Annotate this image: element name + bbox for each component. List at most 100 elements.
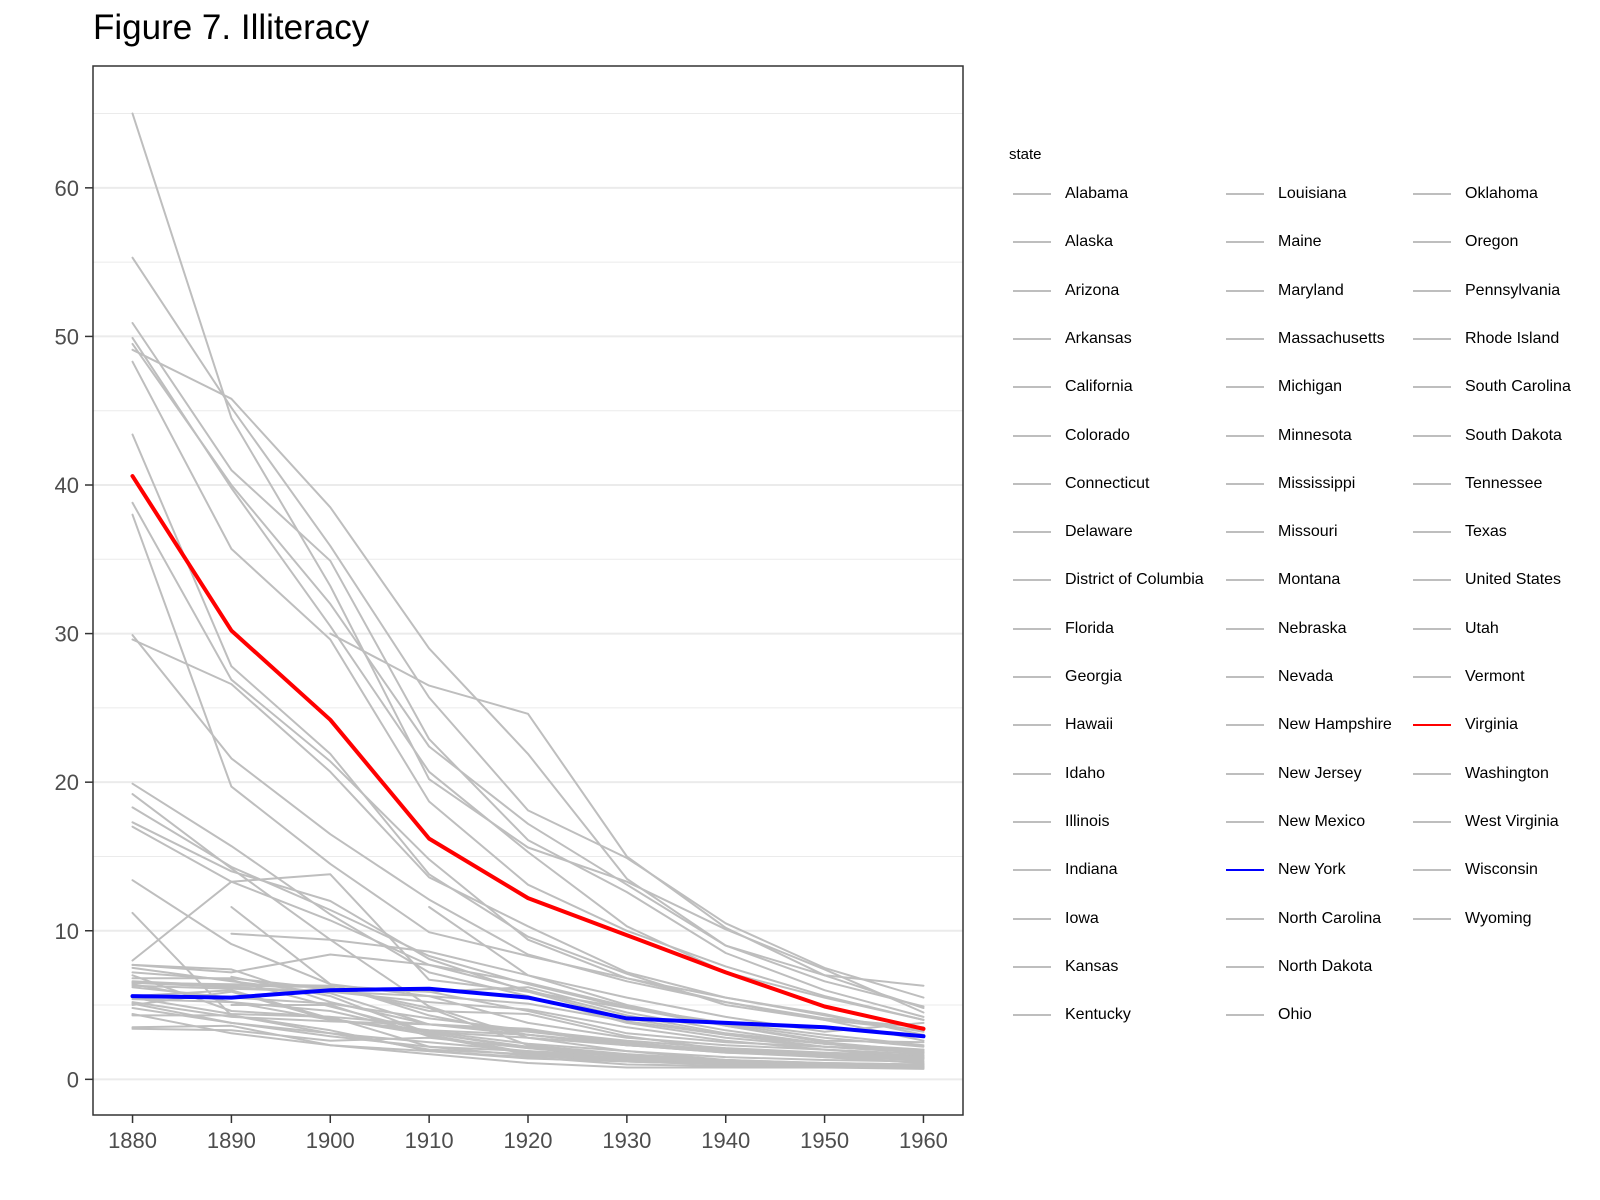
legend: state Alabama Alaska Arizona Arkansas Califo…: [1005, 140, 1595, 1060]
legend-label: Rhode Island: [1465, 329, 1560, 347]
legend-item-oregon: Oregon: [1413, 231, 1518, 253]
legend-label: Oklahoma: [1465, 185, 1538, 202]
legend-label: New York: [1278, 861, 1346, 879]
series-line-tennessee: [131, 638, 925, 1033]
x-tick-label: 1880: [108, 1128, 157, 1153]
series-line-virginia: [130, 474, 926, 1031]
series-line-nevada: [131, 873, 925, 1053]
y-tick-label: 60: [55, 176, 79, 201]
legend-item-maryland: Maryland: [1226, 280, 1344, 302]
legend-item-pennsylvania: Pennsylvania: [1413, 280, 1560, 302]
legend-label: Connecticut: [1065, 474, 1150, 492]
legend-key: [1413, 482, 1451, 485]
y-tick-label: 40: [55, 473, 79, 498]
legend-key: [1013, 531, 1051, 534]
legend-item-west-virginia: West Virginia: [1413, 811, 1559, 833]
legend-key: [1013, 917, 1051, 920]
y-tick-label: 50: [55, 324, 79, 349]
legend-item-florida: Florida: [1013, 618, 1114, 640]
legend-label: Ohio: [1278, 1006, 1312, 1024]
legend-item-tennessee: Tennessee: [1413, 473, 1542, 495]
legend-item-wyoming: Wyoming: [1413, 908, 1532, 930]
legend-key: [1226, 289, 1264, 292]
legend-label: Florida: [1065, 619, 1114, 637]
legend-label: Nebraska: [1278, 619, 1347, 637]
series-line-alabama: [131, 322, 925, 1018]
legend-label: Missouri: [1278, 523, 1338, 541]
y-tick-label: 20: [55, 770, 79, 795]
legend-item-utah: Utah: [1413, 618, 1499, 640]
legend-item-kentucky: Kentucky: [1013, 1004, 1131, 1026]
legend-key: [1226, 337, 1264, 340]
legend-item-vermont: Vermont: [1413, 666, 1525, 688]
legend-label: Alaska: [1065, 233, 1114, 251]
legend-key: [1226, 482, 1264, 485]
legend-item-north-carolina: North Carolina: [1226, 908, 1381, 930]
legend-key: [1013, 193, 1051, 195]
legend-key: [1013, 337, 1051, 340]
legend-label: Minnesota: [1278, 426, 1352, 444]
x-tick-label: 1930: [602, 1128, 651, 1153]
x-tick-label: 1920: [504, 1128, 553, 1153]
legend-title: state: [1009, 146, 1042, 163]
legend-label: Colorado: [1065, 426, 1130, 444]
legend-item-montana: Montana: [1226, 569, 1340, 591]
legend-label: Louisiana: [1278, 185, 1347, 202]
legend-key: [1013, 772, 1051, 775]
legend-item-new-hampshire: New Hampshire: [1226, 714, 1392, 736]
legend-key: [1013, 241, 1051, 244]
legend-key: [1226, 434, 1264, 437]
legend-item-louisiana: Louisiana: [1226, 183, 1347, 205]
legend-label: Michigan: [1278, 378, 1343, 396]
series-line-ohio: [131, 998, 925, 1060]
legend-key: [1413, 820, 1451, 823]
legend-label: Hawaii: [1065, 716, 1114, 734]
legend-key: [1013, 676, 1051, 678]
legend-item-south-carolina: South Carolina: [1413, 376, 1571, 398]
legend-key: [1226, 531, 1264, 534]
legend-label: North Carolina: [1278, 909, 1382, 927]
legend-key: [1413, 531, 1451, 534]
legend-key: [1413, 386, 1451, 389]
legend-key: [1013, 724, 1051, 727]
legend-item-massachusetts: Massachusetts: [1226, 328, 1385, 350]
legend-item-california: California: [1013, 376, 1133, 398]
legend-key: [1013, 386, 1051, 389]
legend-label: Tennessee: [1465, 474, 1543, 492]
legend-key: [1013, 434, 1051, 437]
legend-item-oklahoma: Oklahoma: [1413, 183, 1538, 205]
legend-item-arizona: Arizona: [1013, 280, 1119, 302]
legend-item-alabama: Alabama: [1013, 183, 1128, 205]
legend-label: Massachusetts: [1278, 329, 1385, 347]
series-line-texas: [131, 513, 925, 1029]
legend-item-arkansas: Arkansas: [1013, 328, 1132, 350]
series-line-pennsylvania: [131, 977, 925, 1051]
legend-item-new-jersey: New Jersey: [1226, 763, 1362, 785]
legend-key: [1013, 820, 1051, 823]
legend-label: Virginia: [1465, 716, 1519, 734]
series-line-louisiana: [131, 348, 925, 987]
legend-label: Wisconsin: [1465, 861, 1538, 879]
legend-item-minnesota: Minnesota: [1226, 425, 1352, 447]
series-lines: [130, 112, 926, 1070]
legend-label: District of Columbia: [1065, 571, 1204, 589]
legend-key: [1413, 627, 1451, 630]
x-tick-label: 1940: [701, 1128, 750, 1153]
legend-label: Idaho: [1065, 764, 1106, 782]
series-line-washington: [131, 911, 925, 1069]
legend-key: [1413, 869, 1451, 872]
legend-item-rhode-island: Rhode Island: [1413, 328, 1559, 350]
axes: 0 10 20 30 40 50 60 1880 1890 1900 1910 1920 1930 194…: [55, 176, 948, 1153]
legend-label: Illinois: [1065, 812, 1110, 830]
series-line-georgia: [131, 336, 925, 1021]
grid-lines: [93, 113, 963, 1081]
legend-key: [1013, 579, 1051, 582]
legend-label: West Virginia: [1465, 812, 1559, 830]
legend-key: [1226, 386, 1264, 389]
legend-label: Maine: [1278, 233, 1322, 251]
legend-label: Indiana: [1065, 861, 1118, 879]
legend-key: [1226, 820, 1264, 823]
legend-key: [1013, 965, 1051, 968]
legend-key: [1013, 1014, 1051, 1017]
